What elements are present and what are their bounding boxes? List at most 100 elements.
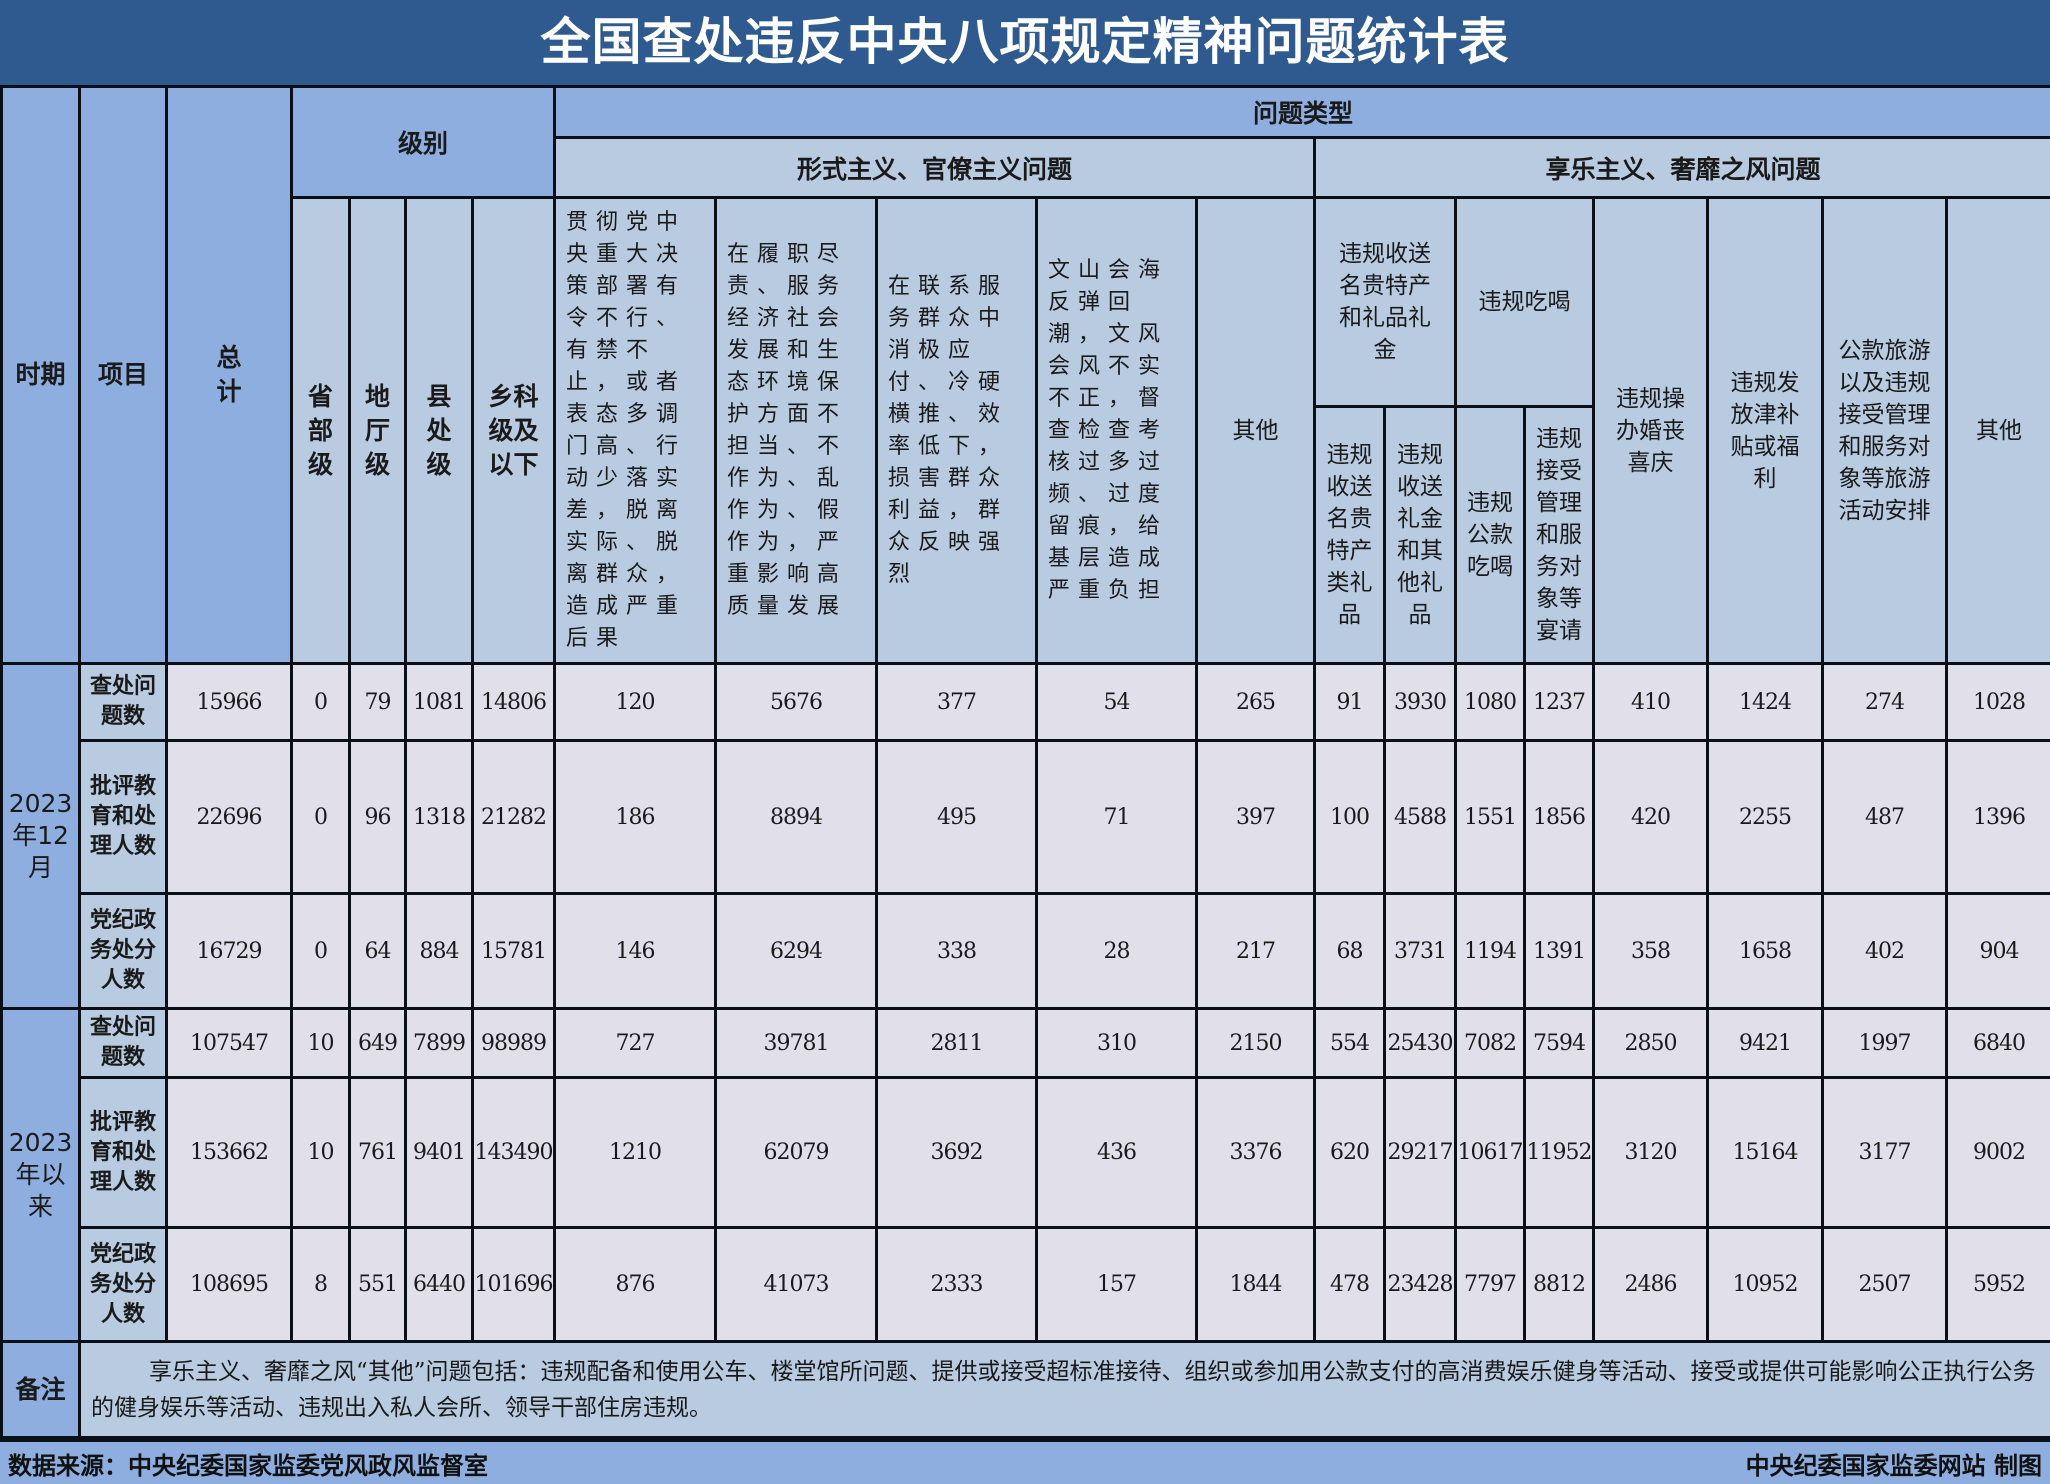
header-dining-public: 违规公款吃喝 bbox=[1456, 407, 1525, 664]
value-cell: 310 bbox=[1037, 1009, 1197, 1078]
value-cell: 495 bbox=[877, 741, 1037, 894]
value-cell: 15164 bbox=[1708, 1078, 1823, 1228]
value-cell: 8 bbox=[292, 1228, 350, 1342]
header-level-prefecture: 地厅级 bbox=[350, 198, 406, 664]
value-cell: 217 bbox=[1197, 894, 1315, 1009]
header-formalism: 形式主义、官僚主义问题 bbox=[555, 138, 1315, 198]
value-cell: 3731 bbox=[1385, 894, 1456, 1009]
value-cell: 6294 bbox=[716, 894, 877, 1009]
header-formalism-other: 其他 bbox=[1197, 198, 1315, 664]
header-weddings-funerals: 违规操办婚丧喜庆 bbox=[1594, 198, 1708, 664]
item-cell: 党纪政务处分人数 bbox=[80, 894, 167, 1009]
value-cell: 25430 bbox=[1385, 1009, 1456, 1078]
value-cell: 904 bbox=[1947, 894, 2050, 1009]
value-cell: 7899 bbox=[406, 1009, 473, 1078]
value-cell: 358 bbox=[1594, 894, 1708, 1009]
value-cell: 153662 bbox=[167, 1078, 292, 1228]
value-cell: 884 bbox=[406, 894, 473, 1009]
value-cell: 15966 bbox=[167, 664, 292, 741]
value-cell: 1081 bbox=[406, 664, 473, 741]
value-cell: 14806 bbox=[473, 664, 555, 741]
value-cell: 1080 bbox=[1456, 664, 1525, 741]
header-level-province: 省部级 bbox=[292, 198, 350, 664]
value-cell: 3120 bbox=[1594, 1078, 1708, 1228]
statistics-table: 时期 项目 总计 级别 问题类型 形式主义、官僚主义问题 享乐主义、奢靡之风问题… bbox=[0, 85, 2050, 1439]
header-level-township: 乡科级及以下 bbox=[473, 198, 555, 664]
value-cell: 10 bbox=[292, 1078, 350, 1228]
value-cell: 420 bbox=[1594, 741, 1708, 894]
value-cell: 3930 bbox=[1385, 664, 1456, 741]
value-cell: 101696 bbox=[473, 1228, 555, 1342]
header-total: 总计 bbox=[167, 87, 292, 664]
value-cell: 62079 bbox=[716, 1078, 877, 1228]
value-cell: 71 bbox=[1037, 741, 1197, 894]
value-cell: 1237 bbox=[1525, 664, 1594, 741]
value-cell: 8812 bbox=[1525, 1228, 1594, 1342]
value-cell: 1551 bbox=[1456, 741, 1525, 894]
value-cell: 96 bbox=[350, 741, 406, 894]
value-cell: 22696 bbox=[167, 741, 292, 894]
header-formalism-meetings: 文山会海反弹回潮，文风会风不实不正，督查检查考核过多过频、过度留痕，给基层造成严… bbox=[1037, 198, 1197, 664]
value-cell: 120 bbox=[555, 664, 716, 741]
value-cell: 16729 bbox=[167, 894, 292, 1009]
value-cell: 402 bbox=[1823, 894, 1947, 1009]
value-cell: 397 bbox=[1197, 741, 1315, 894]
header-hedonism-other: 其他 bbox=[1947, 198, 2050, 664]
value-cell: 1028 bbox=[1947, 664, 2050, 741]
value-cell: 6440 bbox=[406, 1228, 473, 1342]
value-cell: 10617 bbox=[1456, 1078, 1525, 1228]
value-cell: 10952 bbox=[1708, 1228, 1823, 1342]
value-cell: 28 bbox=[1037, 894, 1197, 1009]
value-cell: 5952 bbox=[1947, 1228, 2050, 1342]
value-cell: 1194 bbox=[1456, 894, 1525, 1009]
value-cell: 1844 bbox=[1197, 1228, 1315, 1342]
value-cell: 9002 bbox=[1947, 1078, 2050, 1228]
header-dining-banquet: 违规接受管理和服务对象等宴请 bbox=[1525, 407, 1594, 664]
value-cell: 2486 bbox=[1594, 1228, 1708, 1342]
header-item: 项目 bbox=[80, 87, 167, 664]
value-cell: 2333 bbox=[877, 1228, 1037, 1342]
item-cell: 批评教育和处理人数 bbox=[80, 1078, 167, 1228]
value-cell: 3376 bbox=[1197, 1078, 1315, 1228]
value-cell: 0 bbox=[292, 664, 350, 741]
value-cell: 15781 bbox=[473, 894, 555, 1009]
header-formalism-decision: 贯彻党中央重大决策部署有令不行、有禁不止，或者表态多调门高、行动少落实差，脱离实… bbox=[555, 198, 716, 664]
value-cell: 79 bbox=[350, 664, 406, 741]
item-cell: 查处问题数 bbox=[80, 1009, 167, 1078]
value-cell: 649 bbox=[350, 1009, 406, 1078]
value-cell: 29217 bbox=[1385, 1078, 1456, 1228]
header-gifts: 违规收送名贵特产和礼品礼金 bbox=[1315, 198, 1456, 407]
header-level-county: 县处级 bbox=[406, 198, 473, 664]
value-cell: 727 bbox=[555, 1009, 716, 1078]
value-cell: 551 bbox=[350, 1228, 406, 1342]
value-cell: 91 bbox=[1315, 664, 1385, 741]
value-cell: 0 bbox=[292, 894, 350, 1009]
notes-text: 享乐主义、奢靡之风“其他”问题包括：违规配备和使用公车、楼堂馆所问题、提供或接受… bbox=[80, 1342, 2050, 1438]
value-cell: 487 bbox=[1823, 741, 1947, 894]
value-cell: 876 bbox=[555, 1228, 716, 1342]
value-cell: 1318 bbox=[406, 741, 473, 894]
value-cell: 338 bbox=[877, 894, 1037, 1009]
period-cell: 2023年12月 bbox=[2, 664, 80, 1009]
value-cell: 1424 bbox=[1708, 664, 1823, 741]
value-cell: 108695 bbox=[167, 1228, 292, 1342]
data-source: 数据来源：中央纪委国家监委党风政风监督室 bbox=[8, 1446, 488, 1481]
value-cell: 6840 bbox=[1947, 1009, 2050, 1078]
header-period: 时期 bbox=[2, 87, 80, 664]
value-cell: 274 bbox=[1823, 664, 1947, 741]
value-cell: 10 bbox=[292, 1009, 350, 1078]
value-cell: 100 bbox=[1315, 741, 1385, 894]
value-cell: 54 bbox=[1037, 664, 1197, 741]
header-formalism-duty: 在履职尽责、服务经济社会发展和生态环境保护方面不担当、不作为、乱作为、假作为，严… bbox=[716, 198, 877, 664]
header-travel: 公款旅游以及违规接受管理和服务对象等旅游活动安排 bbox=[1823, 198, 1947, 664]
item-cell: 批评教育和处理人数 bbox=[80, 741, 167, 894]
header-formalism-masses: 在联系服务群众中消极应付、冷硬横推、效率低下，损害群众利益，群众反映强烈 bbox=[877, 198, 1037, 664]
value-cell: 64 bbox=[350, 894, 406, 1009]
value-cell: 21282 bbox=[473, 741, 555, 894]
value-cell: 68 bbox=[1315, 894, 1385, 1009]
